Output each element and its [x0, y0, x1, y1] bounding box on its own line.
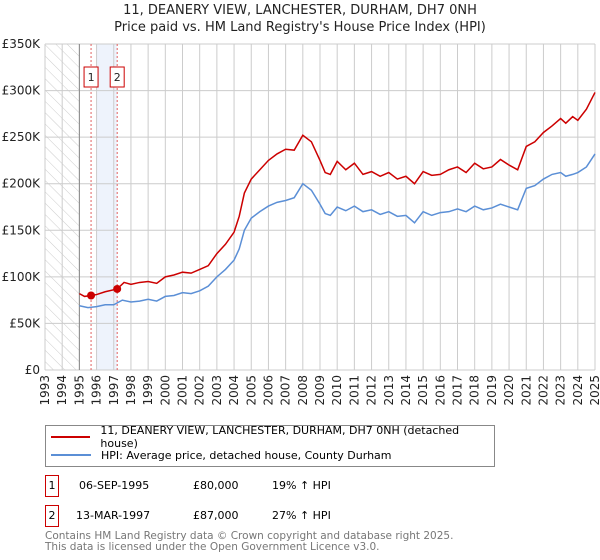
y-tick-label: £150K [2, 223, 42, 237]
chart-subtitle: Price paid vs. HM Land Registry's House … [114, 20, 486, 35]
y-tick-label: £0 [25, 363, 40, 377]
sale-label: 1 [88, 71, 95, 84]
sale-label-box [109, 66, 125, 88]
x-tick-label: 1997 [107, 375, 121, 406]
hatched-region [45, 44, 80, 370]
x-tick-label: 2007 [279, 375, 293, 406]
x-tick-label: 2003 [210, 375, 224, 406]
x-tick-label: 1994 [55, 375, 69, 406]
x-tick-label: 2012 [365, 375, 379, 406]
y-tick-label: £350K [2, 37, 42, 51]
legend-blue-line [51, 454, 91, 456]
x-tick-label: 2011 [347, 375, 361, 406]
x-tick-label: 1998 [124, 375, 138, 406]
x-tick-label: 1996 [90, 375, 104, 406]
sale-point [113, 284, 122, 293]
x-tick-label: 2017 [451, 375, 465, 406]
x-tick-label: 2013 [382, 375, 396, 406]
y-tick-label: £200K [2, 177, 42, 191]
y-tick-label: £100K [2, 270, 42, 284]
footer-licence: This data is licensed under the Open Gov… [45, 541, 380, 553]
x-tick-label: 2021 [519, 375, 533, 406]
x-tick-label: 2000 [158, 375, 172, 406]
x-tick-label: 2010 [330, 375, 344, 406]
transaction-price: £87,000 [193, 509, 239, 522]
x-tick-label: 2006 [261, 375, 275, 406]
x-tick-label: 2008 [296, 375, 310, 406]
transaction-hpi: 19% ↑ HPI [272, 479, 331, 492]
x-tick-label: 2001 [176, 375, 190, 406]
x-tick-label: 2004 [227, 375, 241, 406]
x-tick-label: 2024 [571, 375, 585, 406]
footer: Contains HM Land Registry data © Crown c… [45, 531, 453, 553]
sale-label-box [83, 66, 99, 88]
x-tick-label: 2019 [485, 375, 499, 406]
legend-label-property: 11, DEANERY VIEW, LANCHESTER, DURHAM, DH… [100, 424, 460, 450]
x-tick-label: 2025 [588, 375, 600, 406]
transaction-number: 2 [45, 505, 59, 527]
legend: 11, DEANERY VIEW, LANCHESTER, DURHAM, DH… [45, 424, 495, 467]
sale-point [87, 291, 96, 300]
property-price-line [79, 92, 596, 298]
transaction-number: 1 [45, 475, 59, 497]
transaction-price: £80,000 [193, 479, 239, 492]
x-tick-label: 2022 [536, 375, 550, 406]
y-tick-label: £50K [9, 316, 41, 330]
hpi-line [79, 153, 596, 309]
sale-label: 2 [114, 71, 121, 84]
footer-copyright: Contains HM Land Registry data © Crown c… [45, 530, 454, 542]
legend-label-hpi: HPI: Average price, detached house, Coun… [101, 448, 392, 462]
x-tick-label: 2009 [313, 375, 327, 406]
transaction-hpi: 27% ↑ HPI [272, 509, 331, 522]
chart-title: 11, DEANERY VIEW, LANCHESTER, DURHAM, DH… [123, 3, 477, 18]
shaded-band [96, 44, 118, 370]
x-tick-label: 1995 [72, 375, 86, 406]
legend-red-line [51, 436, 91, 438]
x-tick-label: 2016 [433, 375, 447, 406]
x-tick-label: 1999 [141, 375, 155, 406]
x-tick-label: 2014 [399, 375, 413, 406]
x-tick-label: 2018 [468, 375, 482, 406]
x-tick-label: 2020 [502, 375, 516, 406]
x-tick-label: 2023 [554, 375, 568, 406]
y-tick-label: £300K [2, 84, 42, 98]
transaction-date: 06-SEP-1995 [79, 479, 150, 492]
x-tick-label: 2005 [244, 375, 258, 406]
x-tick-label: 1993 [38, 375, 52, 406]
plot-area: £0 £50K £100K £150K £200K £250K £300K £350K 1993… [2, 37, 600, 406]
x-tick-label: 2002 [193, 375, 207, 406]
y-tick-label: £250K [2, 130, 42, 144]
x-tick-label: 2015 [416, 375, 430, 406]
transaction-date: 13-MAR-1997 [76, 509, 151, 522]
